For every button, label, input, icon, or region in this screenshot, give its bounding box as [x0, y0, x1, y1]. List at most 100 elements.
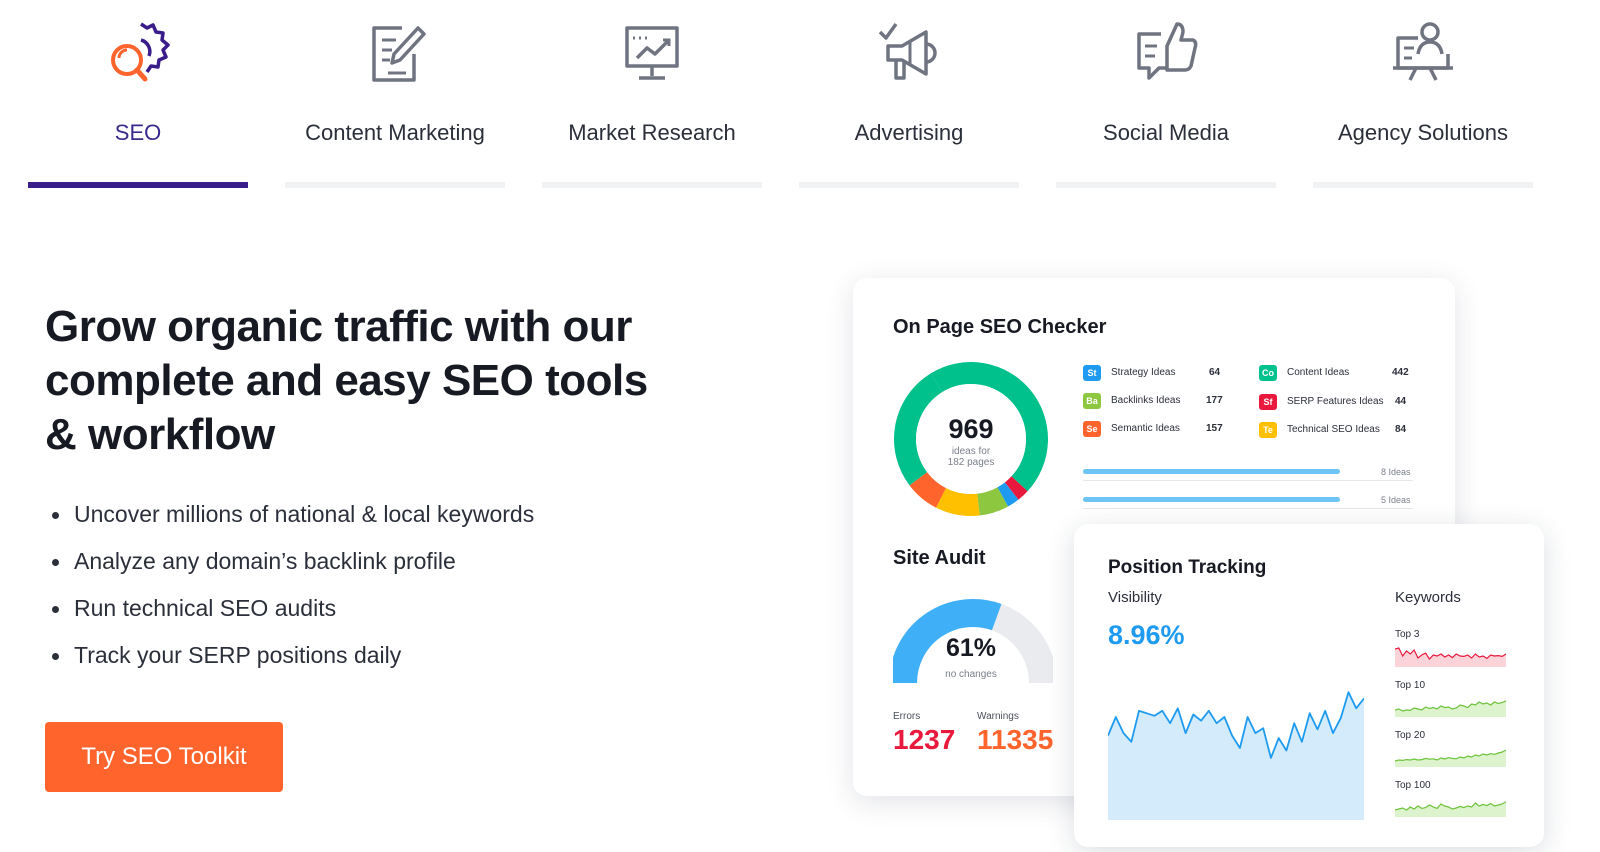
seo-gear-search-icon	[111, 22, 170, 82]
monitor-chart-icon	[625, 26, 679, 80]
donut-segment	[909, 471, 947, 508]
idea-badge: Co	[1259, 365, 1277, 381]
tab-indicator-active	[28, 182, 248, 188]
idea-row-technical-seo: Te Technical SEO Ideas 84	[1259, 422, 1429, 440]
tab-label-social-media: Social Media	[1103, 120, 1229, 145]
tab-indicator	[285, 182, 505, 188]
keywords-top10-label: Top 10	[1395, 680, 1426, 691]
sparkline-line	[1395, 647, 1506, 660]
ideas-total: 969	[948, 414, 994, 444]
site-audit-subtitle: no changes	[945, 669, 997, 680]
idea-badge: St	[1083, 365, 1101, 381]
sparkline-area	[1395, 648, 1506, 667]
errors-label: Errors	[893, 711, 921, 722]
idea-name: SERP Features Ideas	[1287, 396, 1384, 407]
visibility-label: Visibility	[1108, 589, 1162, 606]
keywords-top100-sparkline	[1395, 801, 1506, 817]
tab-market-research[interactable]: Market Research	[542, 0, 762, 190]
warnings-label: Warnings	[977, 711, 1019, 722]
idea-row-serp-features: Sf SERP Features Ideas 44	[1259, 394, 1429, 412]
keywords-top3-label: Top 3	[1395, 629, 1420, 640]
ideas-subtitle-line1: ideas for	[951, 446, 991, 457]
progress-label: 8 Ideas	[1381, 467, 1411, 477]
idea-count: 157	[1206, 423, 1223, 434]
feature-item: Uncover millions of national & local key…	[52, 500, 534, 547]
keywords-top100-label: Top 100	[1395, 780, 1431, 791]
product-tabs: SEO Content Marketing Market Research	[28, 0, 1560, 190]
on-page-seo-checker-title: On Page SEO Checker	[893, 316, 1107, 338]
sparkline-area	[1395, 701, 1506, 717]
donut-segment	[936, 487, 980, 516]
thumbs-up-chat-icon	[1137, 22, 1198, 80]
tab-agency-solutions[interactable]: Agency Solutions	[1313, 0, 1533, 190]
idea-count: 84	[1395, 424, 1407, 435]
tab-indicator	[799, 182, 1019, 188]
sparkline-line	[1395, 801, 1506, 811]
sparkline-line	[1395, 749, 1506, 762]
idea-name: Content Ideas	[1287, 367, 1350, 378]
donut-segment	[997, 482, 1019, 507]
tab-label-advertising: Advertising	[854, 120, 964, 145]
site-audit-gauge	[893, 599, 1053, 684]
hero-headline: Grow organic traffic with our complete a…	[45, 302, 648, 459]
tab-advertising[interactable]: Advertising	[799, 0, 1019, 190]
tab-label-seo: SEO	[114, 120, 162, 145]
donut-hole	[916, 384, 1026, 494]
visibility-area	[1108, 692, 1364, 820]
site-audit-title: Site Audit	[893, 547, 986, 569]
idea-name: Backlinks Ideas	[1111, 395, 1181, 406]
warnings-value: 11335	[977, 724, 1054, 755]
progress-divider	[1083, 480, 1413, 481]
idea-count: 64	[1209, 367, 1221, 378]
presenter-board-icon	[1393, 22, 1453, 81]
progress-label: 5 Ideas	[1381, 495, 1411, 505]
idea-badge: Sf	[1259, 394, 1277, 410]
tab-label-content-marketing: Content Marketing	[305, 120, 485, 145]
progress-bar	[1083, 497, 1340, 502]
idea-row-strategy: St Strategy Ideas 64	[1083, 365, 1233, 383]
errors-value: 1237	[893, 724, 956, 755]
donut-segment	[1004, 476, 1028, 500]
feature-item: Analyze any domain’s backlink profile	[52, 547, 534, 594]
visibility-area-chart	[1108, 691, 1364, 820]
keywords-top20-label: Top 20	[1395, 730, 1426, 741]
sparkline-line	[1395, 700, 1506, 712]
tab-content-marketing[interactable]: Content Marketing	[285, 0, 505, 190]
tab-label-agency-solutions: Agency Solutions	[1338, 120, 1508, 145]
idea-badge: Se	[1083, 421, 1101, 437]
keywords-top3-sparkline	[1395, 647, 1506, 667]
progress-bar	[1083, 469, 1340, 474]
try-seo-toolkit-button[interactable]: Try SEO Toolkit	[45, 722, 283, 792]
visibility-value: 8.96%	[1108, 620, 1185, 650]
idea-row-content: Co Content Ideas 442	[1259, 365, 1429, 383]
tab-seo[interactable]: SEO	[28, 0, 248, 190]
idea-count: 442	[1392, 367, 1409, 378]
idea-badge: Te	[1259, 422, 1277, 438]
tab-indicator	[1313, 182, 1533, 188]
tab-label-market-research: Market Research	[568, 120, 736, 145]
idea-count: 177	[1206, 395, 1223, 406]
idea-row-semantic: Se Semantic Ideas 157	[1083, 421, 1233, 439]
idea-count: 44	[1395, 396, 1407, 407]
donut-segment	[976, 486, 1009, 516]
ideas-subtitle-line2: 182 pages	[947, 457, 995, 468]
keywords-label: Keywords	[1395, 589, 1461, 606]
progress-divider	[1083, 508, 1413, 509]
tab-social-media[interactable]: Social Media	[1056, 0, 1276, 190]
donut-segment	[894, 373, 943, 486]
gauge-fill	[893, 599, 1002, 684]
idea-badge: Ba	[1083, 393, 1101, 409]
idea-name: Strategy Ideas	[1111, 367, 1176, 378]
feature-list: Uncover millions of national & local key…	[52, 500, 534, 688]
tab-indicator	[542, 182, 762, 188]
idea-row-backlinks: Ba Backlinks Ideas 177	[1083, 393, 1233, 411]
pencil-document-icon	[372, 26, 426, 82]
site-audit-percent: 61%	[945, 634, 997, 662]
tab-indicator	[1056, 182, 1276, 188]
megaphone-icon	[878, 22, 937, 80]
feature-item: Track your SERP positions daily	[52, 641, 534, 688]
visibility-line	[1108, 691, 1364, 759]
ideas-donut-chart	[894, 362, 1048, 516]
position-tracking-title: Position Tracking	[1108, 557, 1267, 578]
feature-item: Run technical SEO audits	[52, 594, 534, 641]
